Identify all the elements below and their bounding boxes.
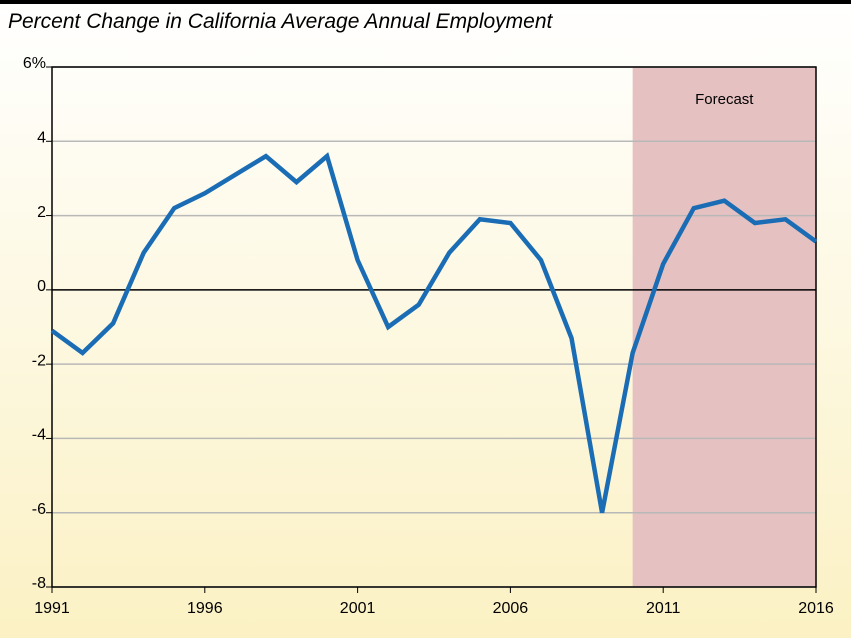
plot-frame <box>51 66 817 588</box>
x-tick-label: 2011 <box>646 600 681 617</box>
x-tick-label: 2001 <box>340 600 376 617</box>
forecast-label: Forecast <box>695 91 754 108</box>
x-tick-label: 1996 <box>187 600 223 617</box>
x-tick-label: 2016 <box>798 600 834 617</box>
top-bar <box>0 0 851 4</box>
x-tick-label: 2006 <box>493 600 529 617</box>
data-line <box>50 152 818 514</box>
y-tick-label: -4 <box>32 427 46 444</box>
chart-title: Percent Change in California Average Ann… <box>8 10 554 33</box>
y-tick-label: 6% <box>23 55 46 72</box>
y-tick-label: 4 <box>37 130 46 147</box>
y-tick-label: -6 <box>32 501 46 518</box>
plot-area: Forecast 6% 4 2 0 -2 -4 -6 -8 1991 1996 2001 2006 201… <box>23 55 834 617</box>
y-tick-label: 0 <box>37 278 46 295</box>
y-tick-label: -2 <box>32 352 46 369</box>
forecast-region <box>632 67 816 587</box>
y-tick-label: 2 <box>37 204 46 221</box>
y-tick-label: -8 <box>32 575 46 592</box>
x-tick-label: 1991 <box>34 600 70 617</box>
